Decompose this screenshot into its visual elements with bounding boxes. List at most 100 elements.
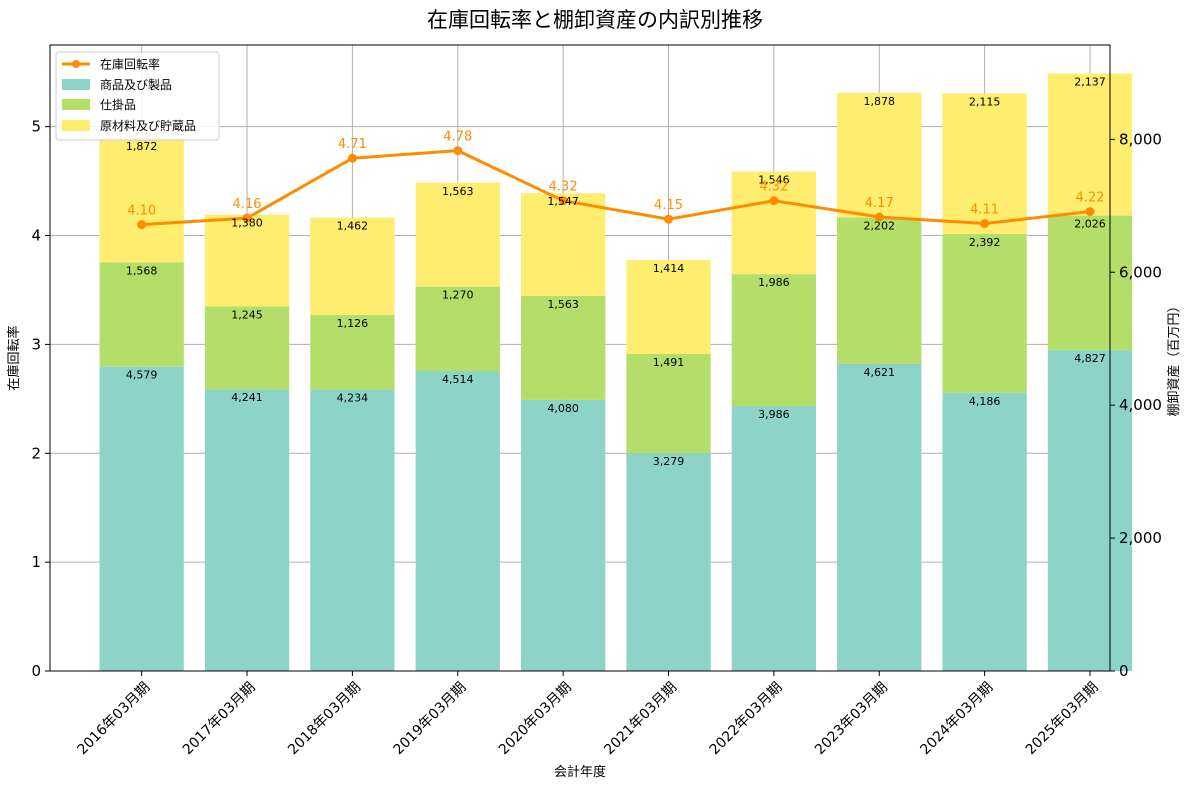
y-right-tick-label: 0 <box>1119 662 1129 680</box>
bar-value-label: 1,126 <box>337 317 369 330</box>
bar-2-1 <box>204 214 290 307</box>
bar-value-label: 2,137 <box>1074 76 1106 89</box>
bar-value-label: 2,115 <box>969 95 1001 108</box>
y-left-tick-label: 4 <box>31 227 41 245</box>
turnover-point <box>137 220 147 230</box>
bar-value-label: 4,234 <box>337 392 369 405</box>
bar-0-6 <box>731 406 817 671</box>
bar-value-label: 1,547 <box>547 195 579 208</box>
bar-value-label: 1,245 <box>231 308 263 321</box>
bar-1-4 <box>520 295 606 400</box>
bar-2-2 <box>310 217 395 315</box>
bar-2-7 <box>837 92 922 218</box>
bar-value-label: 1,986 <box>758 276 790 289</box>
bars <box>99 73 1133 671</box>
turnover-value-label: 4.16 <box>233 197 262 212</box>
turnover-value-label: 4.32 <box>549 180 578 195</box>
bar-value-label: 4,080 <box>547 402 579 415</box>
bar-1-8 <box>942 233 1027 393</box>
bar-0-9 <box>1047 350 1133 671</box>
legend-label-materials: 原材料及び貯蔵品 <box>100 119 196 133</box>
y-right-tick-label: 8,000 <box>1119 130 1162 148</box>
bar-value-label: 4,827 <box>1074 352 1106 365</box>
bar-value-label: 1,491 <box>653 356 685 369</box>
y-left-tick-label: 2 <box>31 444 41 462</box>
bar-value-label: 3,986 <box>758 408 790 421</box>
bar-0-1 <box>204 389 290 671</box>
turnover-value-label: 4.11 <box>970 203 999 218</box>
legend-label-products: 商品及び製品 <box>100 77 172 92</box>
legend-swatch-materials <box>62 120 90 131</box>
y-axis-right-title: 棚卸資産（百万円） <box>1166 299 1182 416</box>
x-tick-label: 2018年03月期 <box>285 679 364 758</box>
bar-2-4 <box>520 193 606 296</box>
bar-1-6 <box>731 274 817 407</box>
turnover-point <box>558 196 568 206</box>
plot-frame <box>49 44 1111 672</box>
bar-0-4 <box>520 399 606 671</box>
x-tick-label: 2017年03月期 <box>180 679 259 758</box>
bar-value-label: 2,392 <box>969 236 1001 249</box>
y-right-tick-label: 6,000 <box>1119 263 1162 281</box>
bar-value-label: 1,568 <box>126 265 158 278</box>
y-right-tick-label: 4,000 <box>1119 396 1162 414</box>
bar-1-7 <box>837 217 922 364</box>
legend-swatch-products <box>62 79 90 90</box>
x-axis-title: 会計年度 <box>554 764 606 780</box>
bar-value-label: 1,270 <box>442 289 474 302</box>
bar-1-1 <box>204 306 290 390</box>
x-tick-label: 2016年03月期 <box>74 679 153 758</box>
x-tick-label: 2019年03月期 <box>391 679 470 758</box>
bar-value-label: 3,279 <box>653 455 685 468</box>
turnover-point <box>980 219 990 229</box>
bar-value-label: 4,579 <box>126 369 158 382</box>
bar-0-7 <box>837 363 922 671</box>
bar-0-0 <box>99 366 184 671</box>
bar-value-label: 1,414 <box>653 262 685 275</box>
legend: 在庫回転率 商品及び製品 仕掛品 原材料及び貯蔵品 <box>55 51 220 141</box>
x-tick-label: 2024年03月期 <box>917 679 996 758</box>
turnover-point <box>347 153 357 163</box>
bar-value-label: 1,878 <box>863 95 895 108</box>
bar-1-0 <box>99 262 184 367</box>
bar-2-3 <box>415 182 500 287</box>
bar-2-9 <box>1047 73 1133 216</box>
bar-value-label: 1,546 <box>758 173 790 186</box>
turnover-value-label: 4.32 <box>759 180 788 195</box>
x-tick-label: 2023年03月期 <box>812 679 891 758</box>
turnover-value-label: 4.71 <box>338 137 367 152</box>
bar-0-3 <box>415 371 500 671</box>
bar-value-label: 4,186 <box>969 395 1001 408</box>
bar-value-label: 2,202 <box>863 220 895 233</box>
y-left-tick-label: 1 <box>31 553 41 571</box>
bar-value-label: 1,872 <box>126 140 158 153</box>
legend-line-marker <box>72 60 80 68</box>
bar-2-6 <box>731 171 817 275</box>
legend-label-wip: 仕掛品 <box>100 97 136 112</box>
data-labels: 4,579 4,241 4,234 4,514 4,080 3,279 3,986 4,621… <box>126 76 1106 469</box>
bar-2-0 <box>99 138 184 263</box>
bar-2-5 <box>626 260 711 355</box>
bar-value-label: 1,380 <box>231 217 263 230</box>
turnover-value-label: 4.22 <box>1076 191 1105 206</box>
chart-title: 在庫回転率と棚卸資産の内訳別推移 <box>427 8 763 32</box>
turnover-line <box>137 146 1095 230</box>
y-left-tick-label: 5 <box>31 118 41 136</box>
bar-value-label: 1,563 <box>442 185 474 198</box>
bar-2-8 <box>942 93 1027 234</box>
turnover-point <box>874 212 884 222</box>
y-left-tick-label: 3 <box>31 335 41 353</box>
bar-1-9 <box>1047 215 1133 351</box>
x-tick-label: 2021年03月期 <box>601 679 680 758</box>
y-right-tick-label: 2,000 <box>1119 529 1162 547</box>
turnover-value-label: 4.15 <box>654 198 683 213</box>
bar-value-label: 1,462 <box>337 220 369 233</box>
bar-0-8 <box>942 392 1027 671</box>
bar-value-label: 2,026 <box>1074 218 1106 231</box>
turnover-point <box>1085 207 1095 217</box>
bar-value-label: 1,563 <box>547 298 579 311</box>
x-tick-label: 2020年03月期 <box>496 679 575 758</box>
turnover-point <box>769 196 779 206</box>
turnover-value-label: 4.17 <box>865 196 894 211</box>
